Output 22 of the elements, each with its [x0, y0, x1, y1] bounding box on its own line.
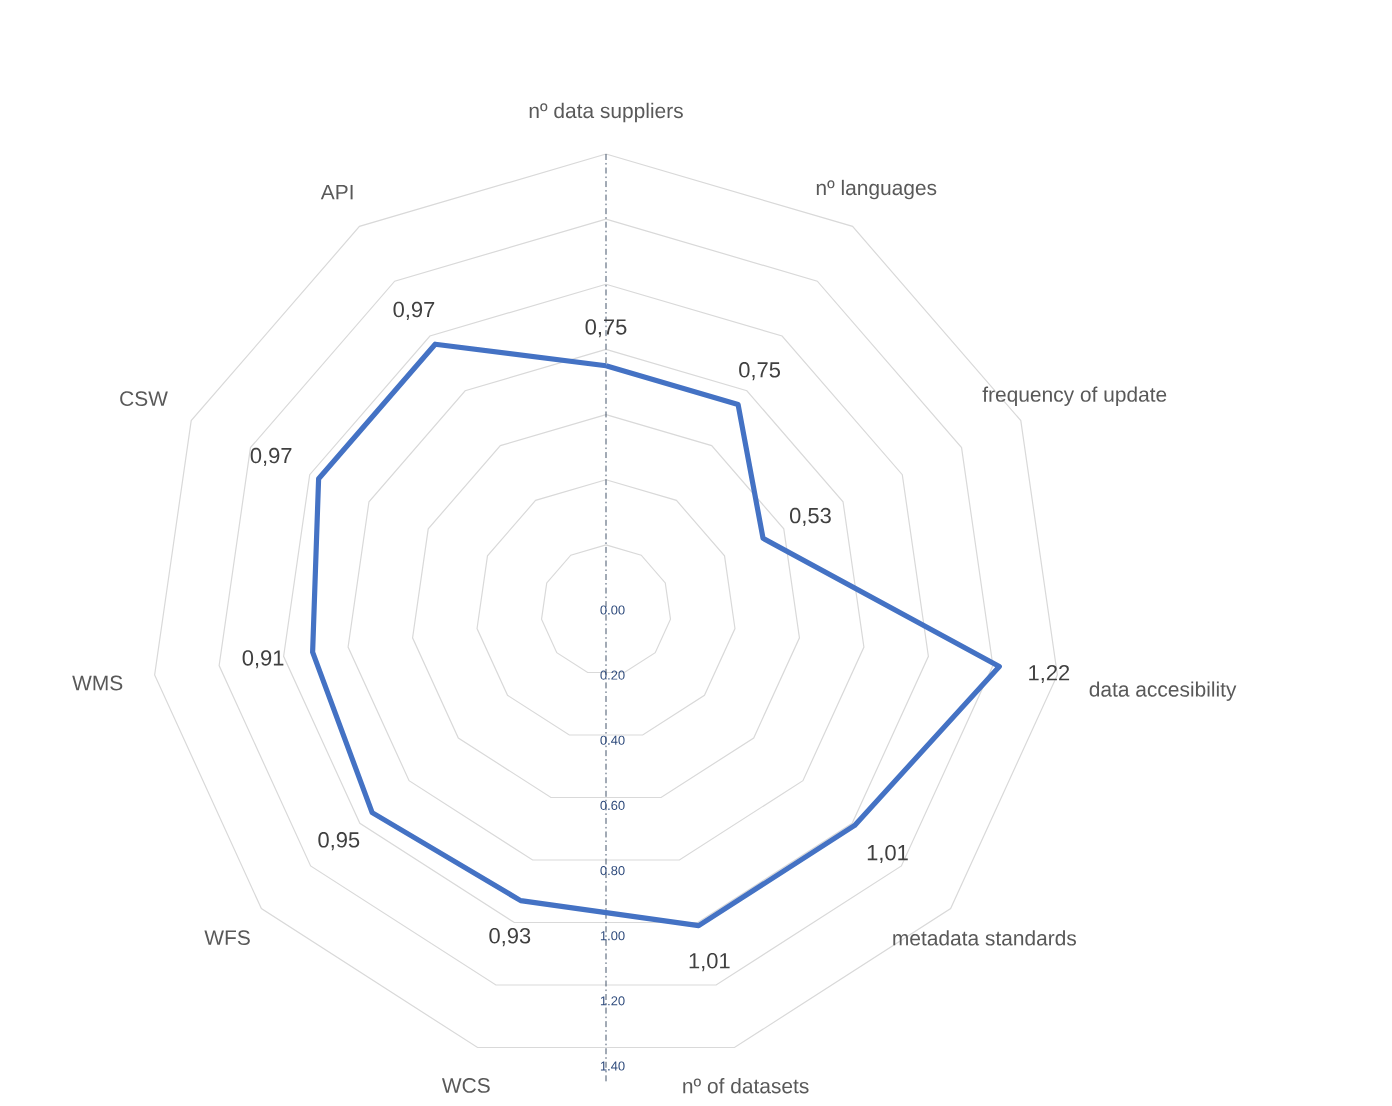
data-label: 0,93	[489, 928, 531, 947]
data-label: 0,75	[585, 319, 627, 338]
data-label: 0,97	[250, 447, 292, 466]
data-label: 1,01	[867, 844, 908, 863]
data-label: 0,53	[789, 507, 831, 526]
spoke-label: CSW	[120, 391, 168, 407]
spoke-label: frequency of update	[982, 386, 1167, 406]
spoke-label: WFS	[204, 930, 250, 946]
data-label: 1,22	[1029, 664, 1070, 684]
spoke-label: nº languages	[816, 179, 937, 200]
spoke-label: nº data suppliers	[529, 102, 683, 123]
spoke-label: data accesibility	[1089, 681, 1237, 701]
data-label: 0,97	[393, 301, 435, 320]
spoke-label: WMS	[72, 675, 123, 691]
data-label: 0,95	[318, 832, 360, 851]
spoke-label: WCS	[441, 1078, 490, 1093]
spoke-label: nº of datasets	[683, 1078, 809, 1094]
data-label: 1,01	[689, 953, 730, 972]
data-label: 0,75	[739, 362, 780, 381]
spoke-label: metadata standards	[893, 930, 1077, 946]
data-label: 0,91	[242, 650, 284, 669]
spoke-label: API	[320, 184, 353, 200]
